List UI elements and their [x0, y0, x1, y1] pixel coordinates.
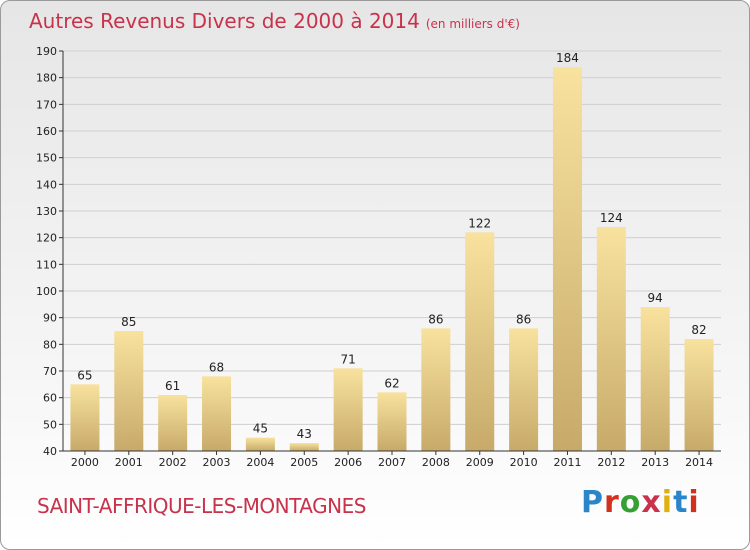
data-label: 86 [428, 312, 443, 326]
bar [70, 384, 100, 451]
y-tick-label: 60 [43, 392, 57, 405]
x-tick-label: 2014 [685, 456, 713, 469]
bar [289, 443, 319, 451]
data-label: 85 [121, 315, 136, 329]
bar [333, 368, 363, 451]
y-tick-label: 170 [36, 98, 57, 111]
bar [245, 437, 275, 451]
logo-letter: x [641, 485, 662, 520]
y-tick-label: 140 [36, 178, 57, 191]
y-tick-label: 190 [36, 45, 57, 58]
y-tick-label: 160 [36, 125, 57, 138]
y-tick-label: 70 [43, 365, 57, 378]
bar [465, 232, 495, 451]
y-tick-label: 180 [36, 72, 57, 85]
data-label: 86 [516, 312, 531, 326]
y-tick-label: 50 [43, 418, 57, 431]
labels: 40 50 60 70 80 90 100 110 120 130 140 150 160 170 180 1… [36, 45, 713, 469]
bars [70, 67, 714, 451]
bar [377, 392, 407, 451]
data-label: 61 [165, 379, 180, 393]
proxiti-logo: Proxiti [581, 485, 700, 520]
x-tick-label: 2006 [334, 456, 362, 469]
data-label: 184 [556, 51, 579, 65]
x-tick-label: 2009 [466, 456, 494, 469]
bar [202, 376, 232, 451]
bar [552, 67, 582, 451]
y-tick-label: 80 [43, 338, 57, 351]
y-tick-label: 90 [43, 312, 57, 325]
x-tick-label: 2012 [597, 456, 625, 469]
y-tick-label: 110 [36, 258, 57, 271]
axes [59, 50, 721, 455]
x-tick-label: 2002 [159, 456, 187, 469]
bar [640, 307, 670, 451]
logo-letter: i [688, 485, 700, 520]
logo-letter: P [581, 485, 604, 520]
place-name: SAINT-AFFRIQUE-LES-MONTAGNES [37, 494, 366, 518]
data-label: 82 [691, 323, 706, 337]
title-unit: (en milliers d'€) [425, 17, 520, 31]
data-label: 71 [340, 352, 355, 366]
x-tick-label: 2011 [553, 456, 581, 469]
y-tick-label: 130 [36, 205, 57, 218]
data-label: 65 [77, 368, 92, 382]
x-tick-label: 2004 [246, 456, 274, 469]
y-tick-label: 120 [36, 232, 57, 245]
logo-letter: t [673, 485, 689, 520]
x-tick-label: 2003 [203, 456, 231, 469]
data-label: 43 [297, 427, 312, 441]
bar [421, 328, 451, 451]
bar [596, 227, 626, 451]
data-label: 122 [468, 216, 491, 230]
bar [509, 328, 539, 451]
data-label: 94 [648, 291, 663, 305]
x-tick-label: 2001 [115, 456, 143, 469]
y-tick-label: 150 [36, 152, 57, 165]
x-tick-label: 2008 [422, 456, 450, 469]
x-tick-label: 2010 [510, 456, 538, 469]
x-tick-label: 2007 [378, 456, 406, 469]
y-tick-label: 40 [43, 445, 57, 458]
data-label: 62 [384, 376, 399, 390]
bar [158, 395, 188, 451]
data-label: 45 [253, 422, 268, 436]
title-text: Autres Revenus Divers de 2000 à 2014 [29, 9, 420, 33]
y-tick-label: 100 [36, 285, 57, 298]
x-tick-label: 2005 [290, 456, 318, 469]
logo-letter: o [619, 485, 642, 520]
logo-letter: r [604, 485, 620, 520]
x-tick-label: 2013 [641, 456, 669, 469]
chart-title: Autres Revenus Divers de 2000 à 2014 (en … [29, 9, 520, 33]
x-tick-label: 2000 [71, 456, 99, 469]
bar [114, 331, 144, 451]
logo-letter: i [661, 485, 674, 520]
data-label: 124 [600, 211, 623, 225]
data-label: 68 [209, 360, 224, 374]
bar [684, 339, 714, 451]
